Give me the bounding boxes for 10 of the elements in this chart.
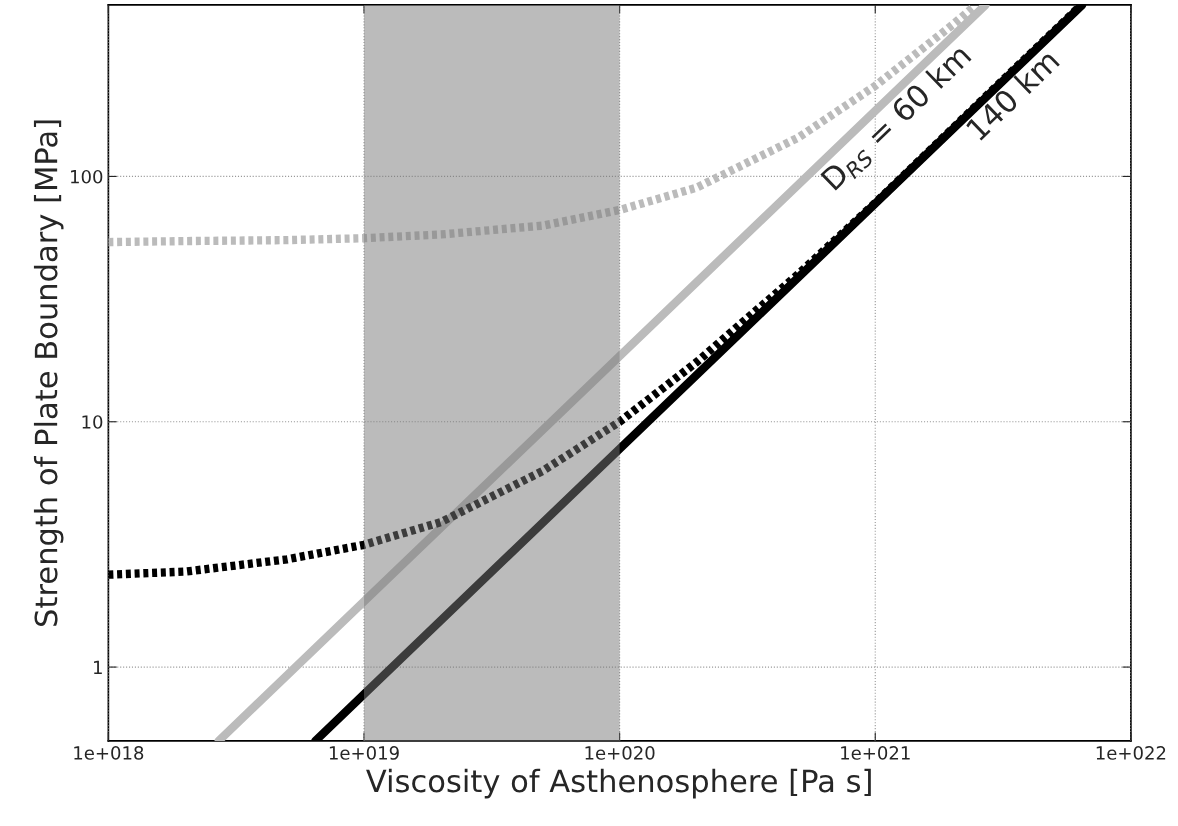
x-tick-label: 1e+019 [329, 746, 399, 760]
x-tick-label: 1e+020 [585, 746, 655, 760]
y-tick-label: 100 [71, 169, 103, 184]
x-axis-title: Viscosity of Asthenosphere [Pa s] [366, 768, 871, 799]
y-tick-label: 1 [94, 660, 102, 674]
x-tick-label: 1e+021 [841, 746, 910, 760]
x-tick-label: 1e+022 [1096, 746, 1166, 760]
y-axis-title: Strength of Plate Boundary [MPa] [33, 120, 64, 626]
x-tick-label: 1e+018 [74, 746, 144, 760]
y-tick-label: 10 [82, 415, 103, 429]
